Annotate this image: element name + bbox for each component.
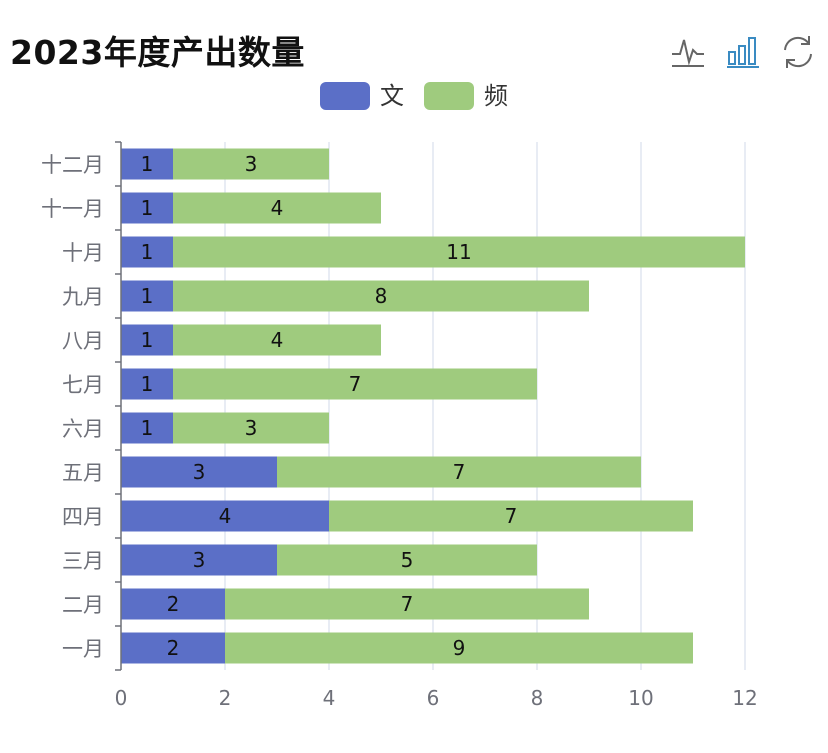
y-tick-label: 八月 — [62, 329, 104, 353]
bar-pin — [173, 236, 745, 268]
data-label: 3 — [245, 152, 258, 176]
bar-pin — [173, 192, 381, 224]
y-tick-label: 六月 — [62, 417, 104, 441]
bar-pin — [173, 324, 381, 356]
y-tick-label: 四月 — [62, 505, 104, 529]
data-label: 7 — [401, 592, 414, 616]
bar-wen — [121, 544, 277, 576]
bar-wen — [121, 456, 277, 488]
y-tick-label: 九月 — [62, 285, 104, 309]
data-label: 7 — [505, 504, 518, 528]
data-label: 1 — [141, 240, 154, 264]
bar-chart-icon[interactable] — [724, 32, 764, 72]
bar-wen — [121, 236, 173, 268]
x-tick-label: 6 — [427, 686, 440, 710]
data-label: 3 — [193, 460, 206, 484]
data-label: 4 — [219, 504, 232, 528]
data-label: 1 — [141, 152, 154, 176]
data-label: 9 — [453, 636, 466, 660]
data-label: 1 — [141, 284, 154, 308]
refresh-icon[interactable] — [778, 32, 818, 72]
data-label: 4 — [271, 196, 284, 220]
bar-wen — [121, 280, 173, 312]
bar-wen — [121, 632, 225, 664]
y-tick-label: 十月 — [62, 241, 104, 265]
bar-pin — [173, 148, 329, 180]
bar-wen — [121, 192, 173, 224]
bar-wen — [121, 588, 225, 620]
legend-swatch-wen — [320, 82, 370, 110]
x-tick-label: 2 — [219, 686, 232, 710]
data-label: 2 — [167, 592, 180, 616]
bar-pin — [173, 368, 537, 400]
y-tick-label: 十二月 — [41, 153, 104, 177]
bar-wen — [121, 500, 329, 532]
data-label: 7 — [349, 372, 362, 396]
chart-title: 2023年度产出数量 — [10, 33, 305, 72]
data-label: 1 — [141, 328, 154, 352]
bar-pin — [277, 544, 537, 576]
y-tick-label: 十一月 — [41, 197, 104, 221]
data-label: 3 — [193, 548, 206, 572]
bar-wen — [121, 148, 173, 180]
x-tick-label: 0 — [115, 686, 128, 710]
bar-pin — [173, 412, 329, 444]
data-label: 1 — [141, 416, 154, 440]
y-tick-label: 三月 — [62, 549, 104, 573]
x-tick-label: 8 — [531, 686, 544, 710]
bar-pin — [329, 500, 693, 532]
data-label: 8 — [375, 284, 388, 308]
data-label: 7 — [453, 460, 466, 484]
x-tick-label: 10 — [628, 686, 653, 710]
data-label: 5 — [401, 548, 414, 572]
legend-label-wen: 文 — [380, 82, 404, 110]
legend-swatch-pin — [424, 82, 474, 110]
y-tick-label: 一月 — [62, 637, 104, 661]
data-label: 11 — [446, 240, 471, 264]
bar-wen — [121, 324, 173, 356]
bar-pin — [225, 588, 589, 620]
bar-pin — [225, 632, 693, 664]
bar-pin — [277, 456, 641, 488]
data-label: 1 — [141, 196, 154, 220]
bar-wen — [121, 368, 173, 400]
legend: 文 频 — [0, 80, 828, 112]
line-chart-icon[interactable] — [668, 32, 708, 72]
bar-wen — [121, 412, 173, 444]
data-label: 1 — [141, 372, 154, 396]
y-tick-label: 二月 — [62, 593, 104, 617]
data-label: 4 — [271, 328, 284, 352]
x-tick-label: 4 — [323, 686, 336, 710]
y-tick-label: 五月 — [62, 461, 104, 485]
legend-label-pin: 频 — [484, 82, 508, 110]
y-tick-label: 七月 — [62, 373, 104, 397]
bar-pin — [173, 280, 589, 312]
x-tick-label: 12 — [732, 686, 757, 710]
data-label: 2 — [167, 636, 180, 660]
data-label: 3 — [245, 416, 258, 440]
